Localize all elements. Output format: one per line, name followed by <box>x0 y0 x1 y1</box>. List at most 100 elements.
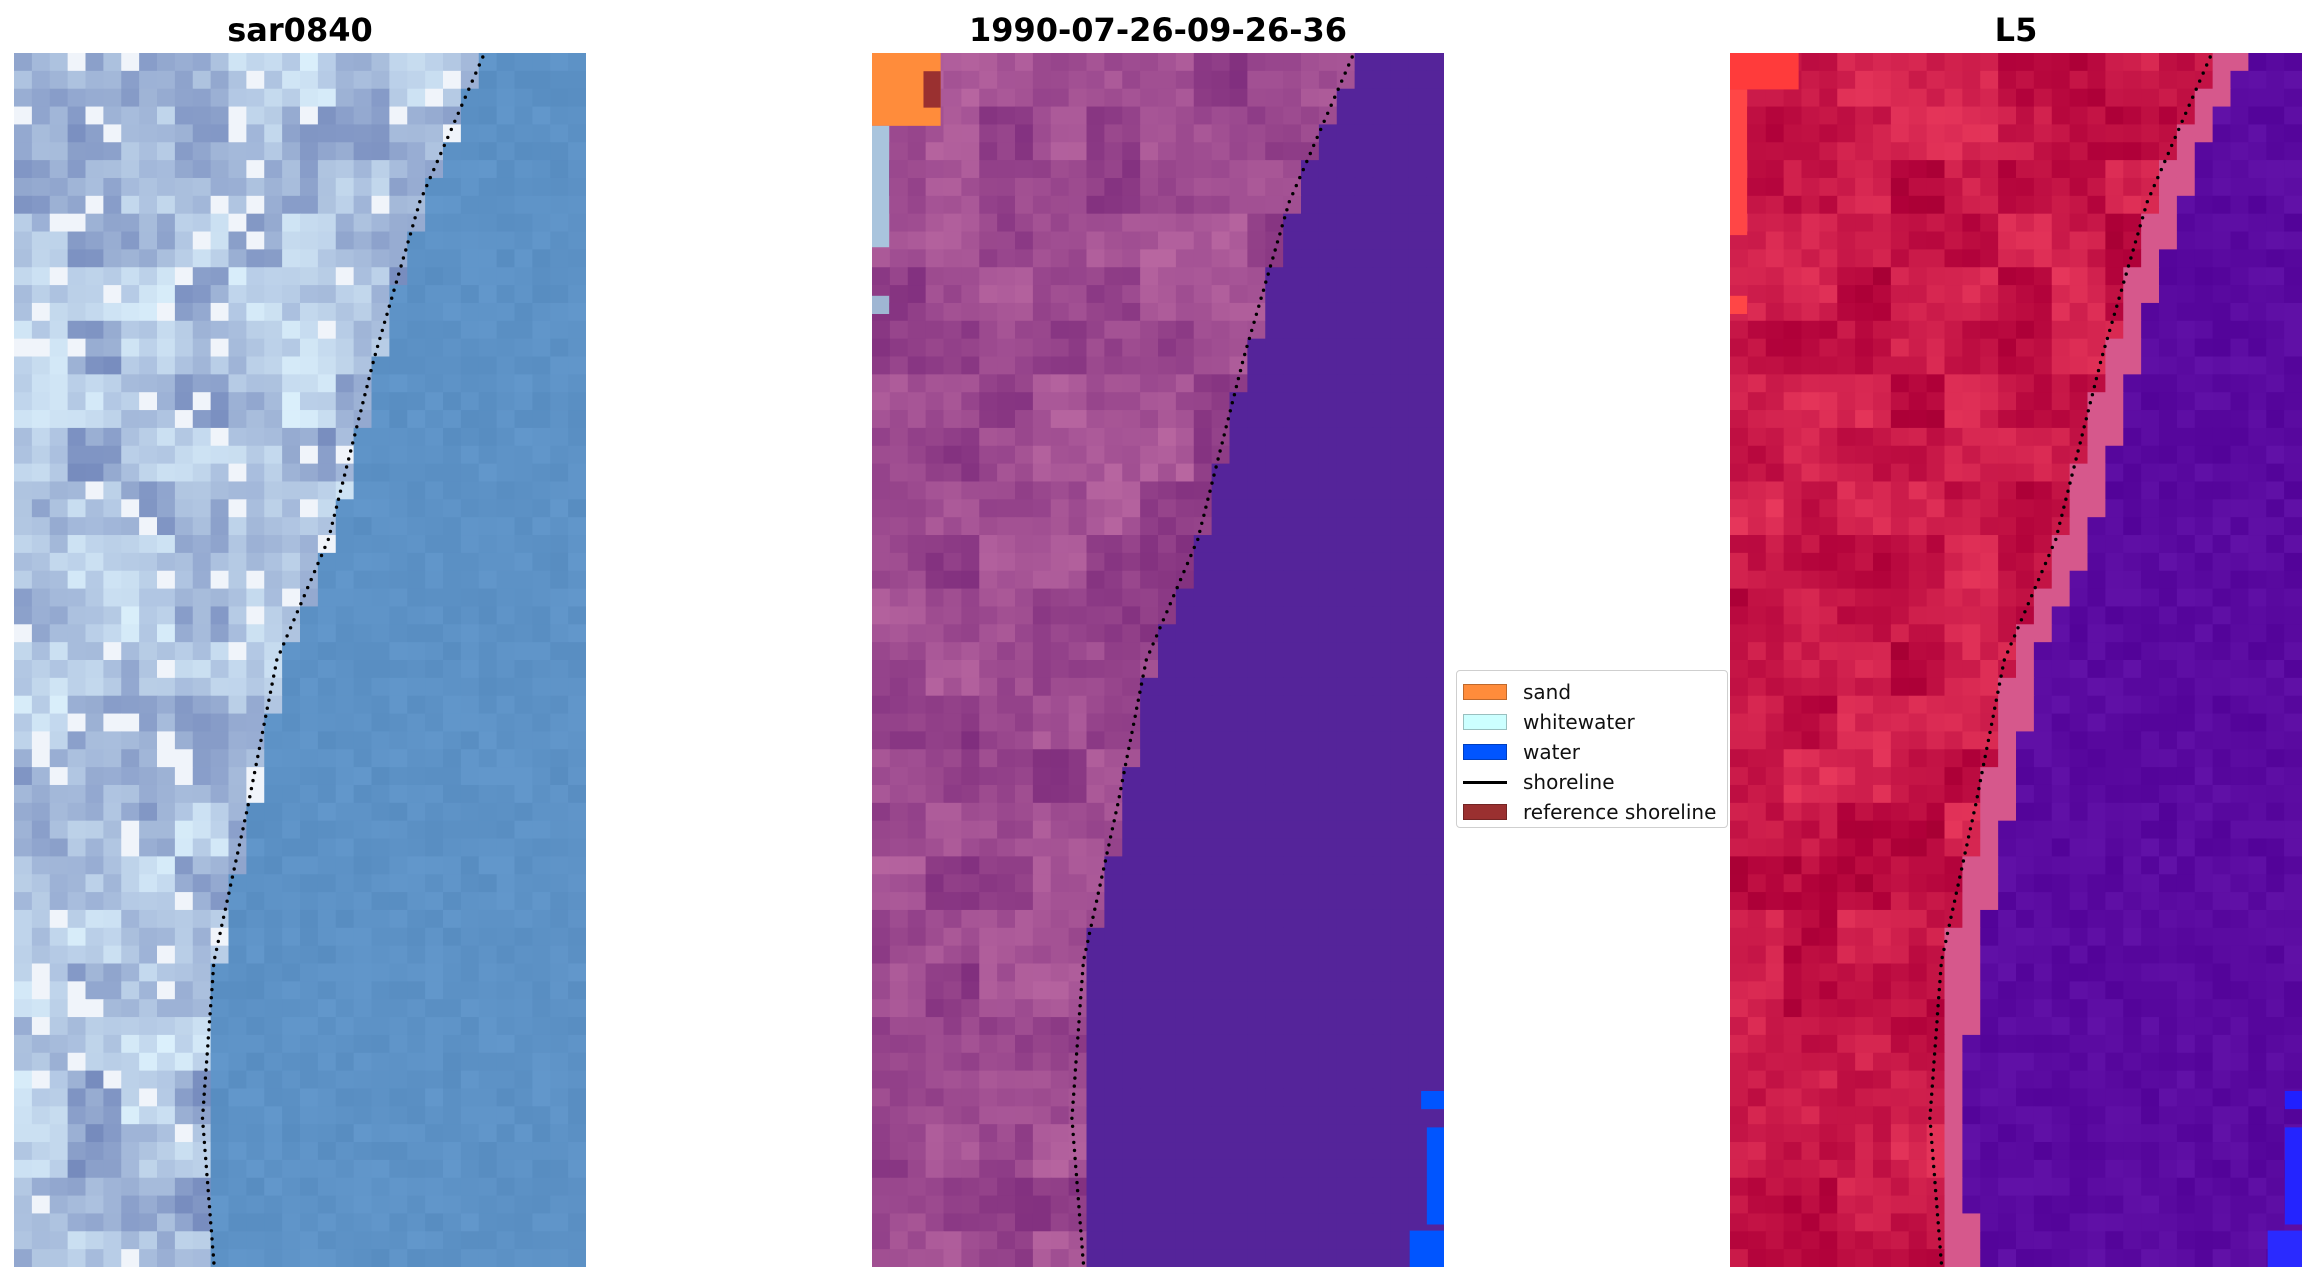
image-pixel <box>335 302 355 322</box>
image-pixel <box>889 642 909 661</box>
shoreline-dot <box>1198 529 1202 534</box>
image-pixel <box>1086 302 1105 322</box>
image-pixel <box>389 142 408 161</box>
image-pixel <box>1873 124 1892 143</box>
image-pixel <box>1086 88 1105 108</box>
image-pixel <box>1283 106 1302 126</box>
image-pixel <box>1068 410 1088 429</box>
image-pixel <box>568 820 586 840</box>
image-pixel <box>210 1017 230 1036</box>
image-pixel <box>889 302 909 322</box>
image-pixel <box>1050 1088 1070 1107</box>
image-pixel <box>1283 427 1302 447</box>
image-pixel <box>925 1106 945 1125</box>
image-pixel <box>1193 338 1213 358</box>
shoreline-dot <box>467 87 471 91</box>
image-pixel <box>532 552 551 572</box>
image-pixel <box>103 1142 122 1161</box>
image-pixel <box>67 784 87 804</box>
image-pixel <box>246 713 265 733</box>
image-pixel <box>872 517 891 536</box>
image-pixel <box>121 195 140 215</box>
shoreline-dot <box>1322 119 1326 124</box>
image-pixel <box>246 338 265 358</box>
image-pixel <box>407 1213 426 1232</box>
image-pixel <box>1158 481 1177 500</box>
image-pixel <box>353 1017 373 1036</box>
image-pixel <box>407 945 426 965</box>
image-pixel <box>1193 410 1213 429</box>
image-pixel <box>997 410 1016 429</box>
image-pixel <box>1193 963 1213 982</box>
image-pixel <box>943 713 962 733</box>
image-pixel <box>103 1034 122 1054</box>
image-pixel <box>889 1052 909 1072</box>
image-pixel <box>478 1159 498 1179</box>
image-pixel <box>961 642 980 661</box>
image-pixel <box>1104 1017 1123 1036</box>
image-pixel <box>1122 642 1141 661</box>
image-pixel <box>997 160 1016 179</box>
image-pixel <box>1015 999 1034 1018</box>
image-pixel <box>49 1088 69 1107</box>
image-pixel <box>192 481 212 500</box>
image-pixel <box>353 1142 373 1161</box>
image-pixel <box>961 909 980 929</box>
image-pixel <box>335 1124 355 1143</box>
shoreline-dot <box>1154 634 1159 638</box>
image-pixel <box>2141 88 2160 108</box>
image-pixel <box>1318 660 1338 679</box>
image-pixel <box>1158 552 1177 572</box>
image-pixel <box>1175 320 1195 340</box>
image-pixel <box>192 70 212 90</box>
image-pixel <box>1336 88 1356 108</box>
image-pixel <box>460 731 480 750</box>
image-pixel <box>568 1088 586 1107</box>
image-pixel <box>1015 160 1034 179</box>
image-pixel <box>1390 160 1409 179</box>
image-pixel <box>460 784 480 804</box>
image-pixel <box>174 999 194 1018</box>
image-pixel <box>228 88 247 108</box>
image-pixel <box>979 356 998 375</box>
image-pixel <box>228 53 247 72</box>
image-pixel <box>1140 999 1159 1018</box>
image-pixel <box>1050 392 1070 411</box>
shoreline-dot <box>230 875 235 879</box>
image-pixel <box>1104 356 1123 375</box>
image-pixel <box>979 302 998 322</box>
image-pixel <box>157 1017 176 1036</box>
image-pixel <box>979 88 998 108</box>
image-pixel <box>157 1231 176 1250</box>
image-pixel <box>1390 945 1409 965</box>
image-pixel <box>2284 195 2302 215</box>
image-pixel <box>121 784 140 804</box>
image-pixel <box>1193 499 1213 518</box>
image-pixel <box>1015 892 1034 911</box>
image-pixel <box>1104 213 1123 233</box>
image-pixel <box>174 892 194 911</box>
image-pixel <box>1372 463 1391 483</box>
image-pixel <box>550 1195 569 1215</box>
image-pixel <box>1318 88 1338 108</box>
image-pixel <box>228 70 247 90</box>
image-pixel <box>1336 1159 1356 1179</box>
image-pixel <box>210 285 230 304</box>
image-pixel <box>1408 410 1427 429</box>
image-pixel <box>872 892 891 911</box>
image-pixel <box>1032 999 1052 1018</box>
image-pixel <box>210 874 230 893</box>
image-pixel <box>1819 70 1838 90</box>
image-pixel <box>264 927 283 947</box>
image-pixel <box>1318 784 1338 804</box>
image-pixel <box>1158 784 1177 804</box>
image-pixel <box>532 142 551 161</box>
image-pixel <box>67 874 87 893</box>
image-pixel <box>85 463 104 483</box>
image-pixel <box>1086 767 1105 786</box>
image-pixel <box>907 124 927 143</box>
image-pixel <box>1122 1195 1141 1215</box>
image-pixel <box>443 1249 462 1267</box>
image-pixel <box>264 338 283 358</box>
image-pixel <box>907 517 927 536</box>
